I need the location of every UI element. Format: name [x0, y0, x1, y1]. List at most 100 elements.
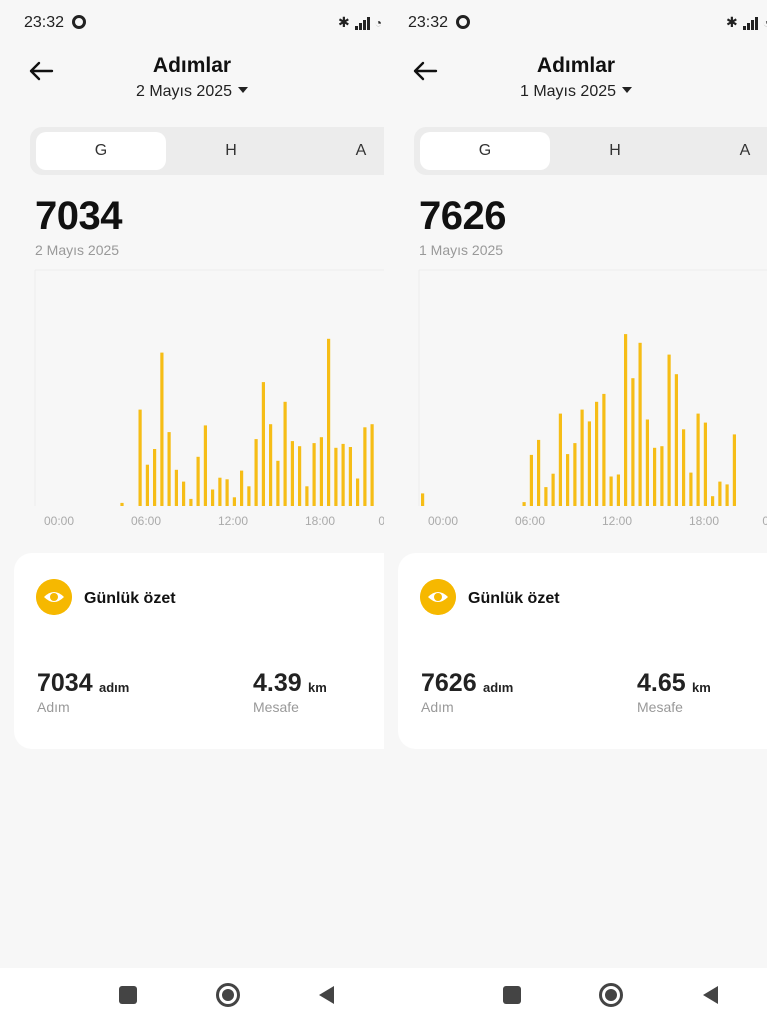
x-tick-label: 00 [378, 514, 384, 528]
chart-bar [319, 437, 323, 506]
chart-bar [580, 409, 584, 506]
page-title: Adımlar [152, 54, 232, 77]
chart-bar [196, 456, 200, 506]
chart-bar [711, 496, 715, 506]
home-circle-icon[interactable] [599, 983, 623, 1007]
tab-week[interactable]: H [609, 142, 621, 159]
chart-bar [645, 419, 649, 506]
eye-icon [36, 579, 72, 615]
chart-bar [566, 454, 570, 506]
total-steps: 7034 [35, 194, 122, 238]
chart-bar [529, 454, 533, 506]
steps-unit: adım [99, 680, 130, 695]
chart-bar [667, 354, 671, 506]
chart-bar [160, 352, 164, 506]
steps-screen-right: 23:32 ✱ ◔ Adımlar 1 Mayıs 2025 G H A 762… [384, 0, 767, 968]
steps-chart[interactable]: 00:00 06:00 12:00 18:00 00 [34, 269, 384, 534]
tab-week[interactable]: H [225, 142, 237, 159]
chart-bar [298, 446, 302, 506]
status-time: 23:32 [24, 14, 65, 31]
system-nav-bar [0, 968, 767, 1024]
x-tick-label: 12:00 [218, 514, 248, 528]
chart-bar [660, 446, 664, 506]
home-circle-icon[interactable] [216, 983, 240, 1007]
date-selector[interactable]: 2 Mayıs 2025 [0, 83, 384, 101]
steps-label: Adım [421, 699, 454, 715]
chart-bar [718, 481, 722, 506]
x-tick-label: 00 [762, 514, 767, 528]
status-bar: 23:32 ✱ ◔ [0, 0, 384, 46]
period-tabs: G H A [414, 127, 767, 175]
chart-frame [418, 269, 767, 506]
chart-bar [631, 378, 635, 506]
chart-bar [247, 486, 251, 506]
date-selector-label: 1 Mayıs 2025 [519, 83, 617, 100]
back-triangle-icon[interactable] [319, 986, 334, 1004]
chart-bar [189, 498, 193, 506]
distance-unit: km [692, 680, 711, 695]
chart-bar [703, 422, 707, 506]
signal-icon [354, 16, 370, 30]
daily-summary-card[interactable]: Günlük özet 7034 adım Adım 4.39 km Mesaf… [14, 553, 384, 749]
tab-month[interactable]: A [739, 142, 751, 159]
tab-month[interactable]: A [355, 142, 367, 159]
x-tick-label: 18:00 [305, 514, 335, 528]
chart-bar [602, 393, 606, 506]
back-arrow-icon[interactable] [412, 60, 438, 82]
header: Adımlar 2 Mayıs 2025 [0, 48, 384, 108]
steps-chart[interactable]: 00:00 06:00 12:00 18:00 00 [418, 269, 767, 534]
chart-bar [276, 460, 280, 506]
chart-bar [334, 447, 338, 506]
recents-square-icon[interactable] [503, 986, 521, 1004]
chart-bar [653, 447, 657, 506]
header: Adımlar 1 Mayıs 2025 [384, 48, 767, 108]
chart-bar [609, 476, 613, 506]
chart-bar [254, 439, 258, 506]
steps-value: 7626 [421, 669, 477, 697]
chart-bar [305, 486, 309, 506]
daily-summary-card[interactable]: Günlük özet 7626 adım Adım 4.65 km Mesaf… [398, 553, 767, 749]
chart-bar [269, 424, 273, 506]
chart-bar [348, 447, 352, 506]
chart-bar [674, 374, 678, 506]
recents-square-icon[interactable] [119, 986, 137, 1004]
chart-bar [638, 342, 642, 506]
chart-bar [587, 421, 591, 506]
distance-unit: km [308, 680, 327, 695]
chart-bar [551, 473, 555, 506]
chart-bar [341, 443, 345, 506]
chart-bar [261, 382, 265, 506]
distance-value: 4.39 [253, 669, 302, 697]
chart-bar [218, 477, 222, 506]
tab-day[interactable]: G [420, 132, 550, 170]
signal-icon [742, 16, 758, 30]
chart-bar [356, 478, 360, 506]
chart-bar [624, 334, 628, 506]
chart-bar [182, 481, 186, 506]
notification-ring-icon [72, 15, 86, 29]
chart-bar [174, 469, 178, 506]
status-icons: ✱ ◔ [726, 14, 767, 30]
steps-value: 7034 [37, 669, 93, 697]
chart-bar [573, 443, 577, 506]
date-selector-label: 2 Mayıs 2025 [135, 83, 233, 100]
status-icons: ✱ ◔ [338, 14, 382, 30]
chart-bar [283, 401, 287, 506]
chart-bar [725, 484, 729, 506]
chart-bar [682, 429, 686, 506]
tab-day[interactable]: G [36, 132, 166, 170]
x-tick-label: 00:00 [44, 514, 74, 528]
eye-icon [420, 579, 456, 615]
chart-bar [138, 409, 142, 506]
back-triangle-icon[interactable] [703, 986, 718, 1004]
chart-bar [595, 401, 599, 506]
chart-bar [203, 425, 207, 506]
distance-value: 4.65 [637, 669, 686, 697]
bluetooth-icon: ✱ [726, 14, 738, 30]
chart-bar [167, 432, 171, 506]
total-steps-date: 2 Mayıs 2025 [35, 242, 120, 258]
chart-bar [312, 443, 316, 506]
date-selector[interactable]: 1 Mayıs 2025 [384, 83, 767, 101]
back-arrow-icon[interactable] [28, 60, 54, 82]
total-steps: 7626 [419, 194, 506, 238]
